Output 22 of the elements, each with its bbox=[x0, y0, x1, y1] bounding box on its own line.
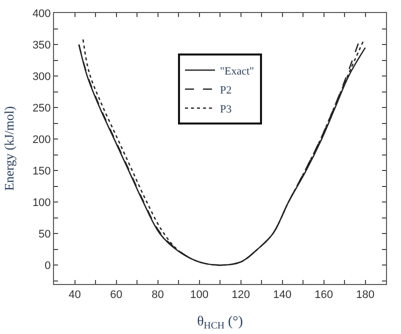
y-tick-label: 0 bbox=[44, 260, 51, 272]
x-tick-label: 120 bbox=[232, 289, 250, 302]
x-tick-label: 80 bbox=[152, 289, 164, 302]
y-tick-label: 50 bbox=[38, 228, 51, 240]
x-tick-label: 40 bbox=[68, 289, 81, 302]
y-tick-label: 100 bbox=[32, 196, 51, 209]
y-tick-label: 400 bbox=[32, 8, 51, 20]
legend-label: P2 bbox=[220, 84, 232, 96]
x-tick-label: 160 bbox=[314, 289, 333, 302]
x-tick-label: 100 bbox=[190, 289, 208, 302]
x-axis-title: θ$_{HCH}$ (°) bbox=[197, 314, 244, 332]
legend-label: "Exact" bbox=[220, 65, 254, 78]
y-axis-title: Energy (kJ/mol) bbox=[1, 106, 16, 191]
x-tick-label: 140 bbox=[273, 289, 292, 302]
x-tick-label: 180 bbox=[356, 289, 374, 302]
y-tick-label: 200 bbox=[32, 134, 51, 146]
legend-label: P3 bbox=[220, 103, 232, 116]
y-tick-label: 150 bbox=[32, 165, 51, 178]
x-tick-label: 60 bbox=[110, 289, 122, 302]
y-tick-label: 250 bbox=[32, 102, 51, 114]
y-tick-label: 300 bbox=[32, 70, 51, 83]
y-tick-label: 350 bbox=[32, 39, 51, 52]
